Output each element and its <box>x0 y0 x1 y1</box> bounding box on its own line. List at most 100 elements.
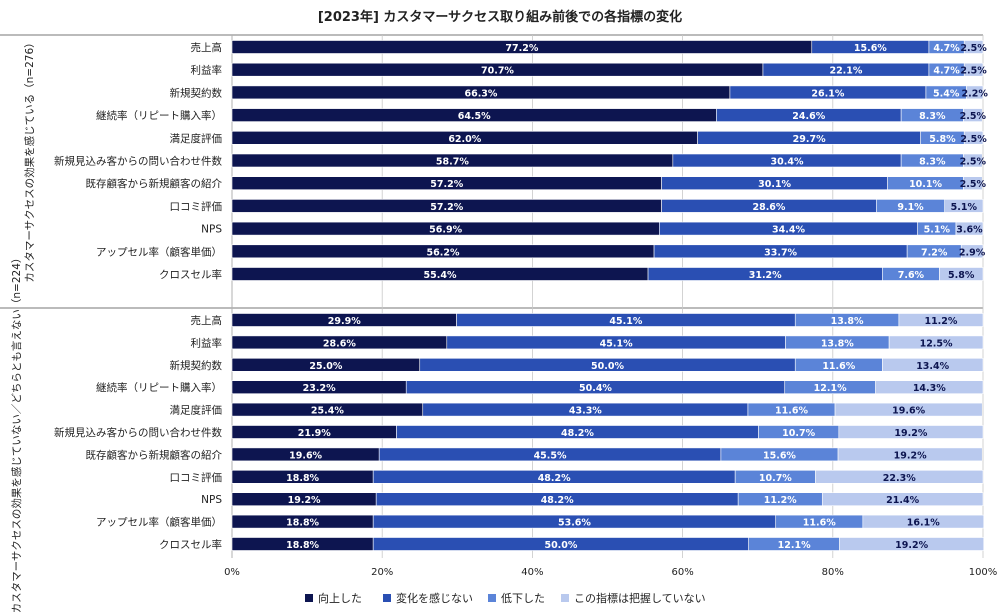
category-label: 新規見込み客からの問い合わせ件数 <box>54 155 222 168</box>
bar-segment <box>960 244 984 259</box>
x-tick-label: 100% <box>969 567 998 578</box>
data-label: 2.5% <box>960 66 987 77</box>
data-label: 9.1% <box>897 202 924 213</box>
category-label: 新規契約数 <box>170 86 223 99</box>
data-label: 4.7% <box>933 43 960 54</box>
group-label: カスタマーサクセスの効果を感じていない／どちらとも言えない（n=224） <box>10 253 23 612</box>
data-label: 4.7% <box>933 66 960 77</box>
data-label: 7.6% <box>898 270 925 281</box>
data-label: 53.6% <box>558 518 591 529</box>
legend-label: 変化を感じない <box>396 591 473 605</box>
category-label: 利益率 <box>191 64 223 77</box>
legend-swatch <box>488 594 496 602</box>
category-label: 継続率（リピート購入率） <box>96 381 222 394</box>
data-label: 2.9% <box>959 247 986 258</box>
bar-segment <box>955 221 984 236</box>
bar-segment <box>839 537 985 551</box>
data-label: 11.6% <box>803 518 836 529</box>
data-label: 48.2% <box>541 495 574 506</box>
data-label: 22.1% <box>829 66 862 77</box>
data-label: 7.2% <box>921 247 948 258</box>
bar-segment <box>834 402 983 417</box>
data-label: 70.7% <box>481 66 514 77</box>
data-label: 19.2% <box>895 540 928 551</box>
data-label: 11.2% <box>924 316 957 327</box>
bar-segment <box>963 153 983 168</box>
bar-segment <box>963 176 983 190</box>
category-label: クロスセル率 <box>159 538 222 551</box>
data-label: 13.8% <box>831 316 864 327</box>
x-tick-label: 60% <box>671 567 693 578</box>
data-label: 10.7% <box>782 428 815 439</box>
data-label: 30.4% <box>771 157 804 168</box>
category-label: 口コミ評価 <box>170 200 223 213</box>
data-label: 12.1% <box>814 383 847 394</box>
data-label: 50.0% <box>544 540 577 551</box>
data-label: 5.1% <box>951 202 978 213</box>
data-label: 33.7% <box>764 247 797 258</box>
data-label: 48.2% <box>538 473 571 484</box>
bar-segment <box>888 335 984 350</box>
data-label: 57.2% <box>430 179 463 190</box>
data-label: 28.6% <box>323 338 356 349</box>
category-label: 新規契約数 <box>170 359 223 372</box>
data-label: 15.6% <box>763 450 796 461</box>
data-label: 45.5% <box>534 450 567 461</box>
bar-segment <box>837 447 983 462</box>
category-label: NPS <box>201 494 222 506</box>
data-label: 50.4% <box>579 383 612 394</box>
data-label: 56.2% <box>427 247 460 258</box>
data-label: 48.2% <box>561 428 594 439</box>
category-label: 既存顧客から新規顧客の紹介 <box>86 448 223 461</box>
data-label: 19.2% <box>894 428 927 439</box>
data-label: 18.8% <box>286 518 319 529</box>
legend-label: 向上した <box>318 591 362 605</box>
data-label: 55.4% <box>424 270 457 281</box>
data-label: 29.7% <box>793 134 826 145</box>
data-label: 11.6% <box>822 361 855 372</box>
data-label: 13.4% <box>916 361 949 372</box>
data-label: 11.6% <box>775 406 808 417</box>
category-label: 売上高 <box>191 314 223 327</box>
legend: 向上した 変化を感じない 低下した この指標は把握していない <box>305 591 706 605</box>
data-label: 3.6% <box>956 225 983 236</box>
data-label: 29.9% <box>328 316 361 327</box>
x-tick-label: 80% <box>822 567 844 578</box>
category-label: 利益率 <box>191 336 223 349</box>
data-label: 45.1% <box>609 316 642 327</box>
data-label: 2.5% <box>960 111 987 122</box>
data-label: 11.2% <box>764 495 797 506</box>
data-label: 12.1% <box>778 540 811 551</box>
bar-segment <box>898 313 984 327</box>
bar-segment <box>838 425 984 439</box>
data-label: 45.1% <box>600 338 633 349</box>
bar-segment <box>963 131 984 145</box>
x-axis: 0% 20% 40% 60% 80% 100% <box>224 567 997 578</box>
group-label: カスタマーサクセスの効果を感じている（n=276） <box>23 37 36 282</box>
data-label: 24.6% <box>792 111 825 122</box>
category-label: 継続率（リピート購入率） <box>96 109 222 122</box>
data-label: 19.2% <box>894 450 927 461</box>
data-label: 16.1% <box>907 518 940 529</box>
data-label: 8.3% <box>919 111 946 122</box>
data-label: 14.3% <box>913 383 946 394</box>
category-label: 売上高 <box>191 41 223 54</box>
data-label: 13.8% <box>821 338 854 349</box>
bar-segment <box>944 199 984 213</box>
bar-segment <box>862 514 985 529</box>
data-label: 5.8% <box>948 270 975 281</box>
category-label: クロスセル率 <box>159 268 222 281</box>
data-label: 15.6% <box>854 43 887 54</box>
data-label: 18.8% <box>286 473 319 484</box>
category-label: 既存顧客から新規顧客の紹介 <box>86 177 223 190</box>
category-label: NPS <box>201 224 222 236</box>
data-label: 23.2% <box>303 383 336 394</box>
data-label: 2.5% <box>960 157 987 168</box>
bar-segment <box>939 267 984 281</box>
data-label: 25.0% <box>309 361 342 372</box>
data-label: 56.9% <box>429 225 462 236</box>
bar-group: カスタマーサクセスの効果を感じている（n=276） 売上高 77.2% 15.6% 4.… <box>23 37 988 282</box>
bar-group: カスタマーサクセスの効果を感じていない／どちらとも言えない（n=224） 売上高 2… <box>10 253 985 612</box>
category-label: アップセル率（顧客単価） <box>96 245 222 258</box>
